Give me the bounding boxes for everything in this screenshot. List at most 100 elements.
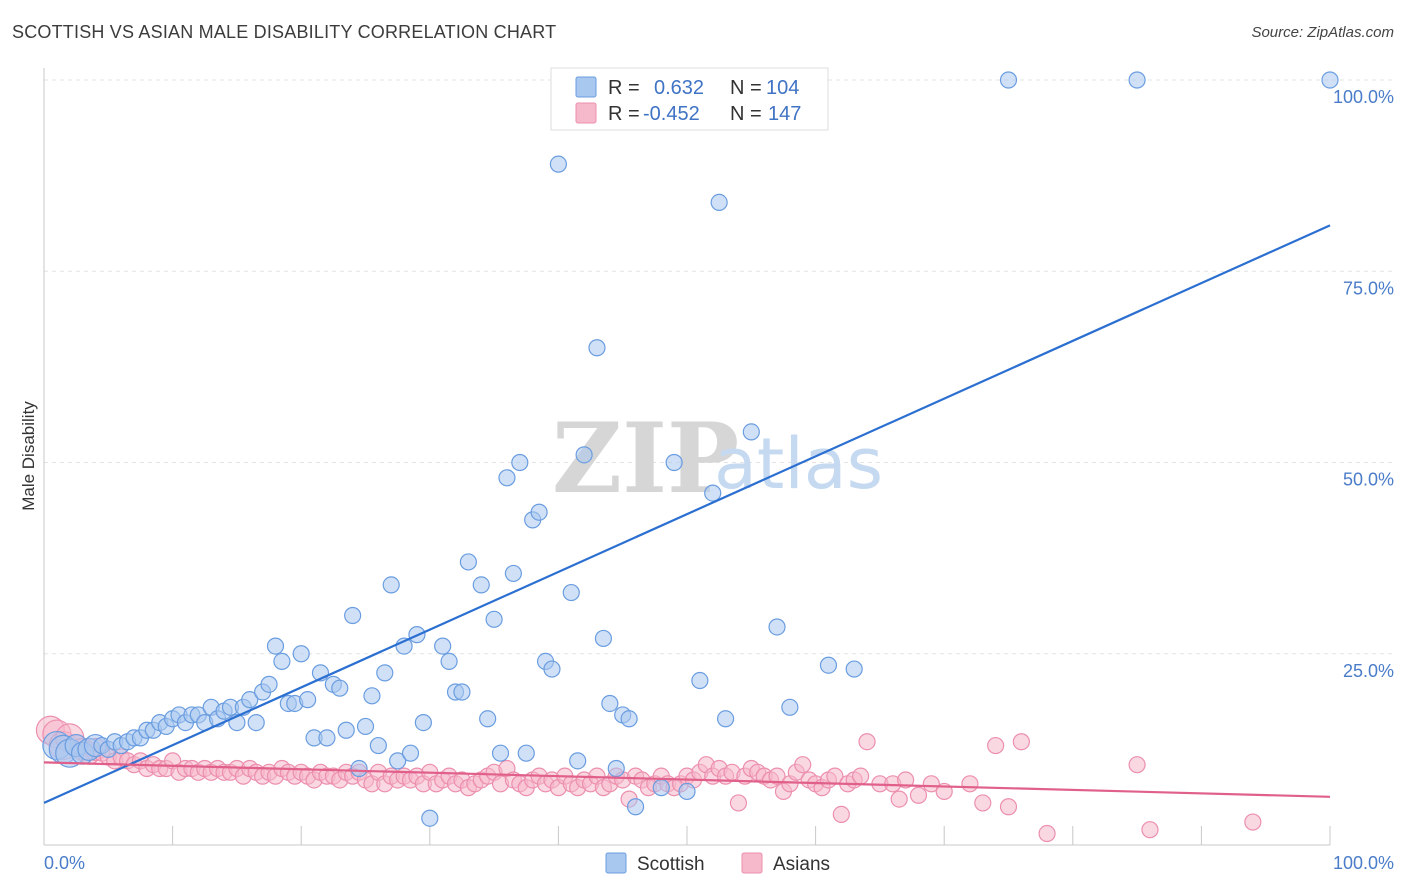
- scottish-point-95: [768, 618, 786, 636]
- scottish-point-42: [318, 729, 336, 747]
- scottish-point-101: [1321, 71, 1339, 89]
- scottish-point-79: [575, 446, 593, 464]
- legend-r-value-1: 0.632: [654, 77, 704, 99]
- trend-lines: [43, 224, 1331, 804]
- asians-point-141: [1128, 756, 1146, 774]
- x-tick-label-max: 100.0%: [1333, 853, 1394, 873]
- legend-r-value-2: -0.452: [643, 103, 700, 125]
- scottish-point-34: [266, 637, 285, 655]
- bottom-legend-swatch-scottish: [605, 852, 627, 874]
- asians-point-142: [1141, 821, 1159, 839]
- scottish-point-70: [511, 453, 529, 472]
- asians-point-113: [768, 767, 786, 785]
- asians-trend-line: [43, 761, 1331, 798]
- y-tick-label-100: 100.0%: [1333, 87, 1394, 107]
- legend-n-value-2: 147: [768, 103, 801, 125]
- asians-point-126: [852, 767, 870, 785]
- scottish-point-91: [704, 484, 722, 502]
- asians-point-138: [999, 798, 1018, 816]
- scottish-point-73: [530, 503, 548, 521]
- scottish-point-49: [363, 687, 381, 705]
- grid-lines: [44, 79, 1394, 655]
- scottish-point-38: [292, 645, 310, 663]
- scottish-point-58: [421, 809, 439, 827]
- scottish-point-93: [716, 710, 735, 728]
- legend-n-value-1: 104: [766, 77, 799, 99]
- scottish-point-66: [485, 610, 503, 628]
- scottish-point-97: [819, 656, 838, 674]
- legend-r-label-2: R =: [608, 103, 640, 125]
- scottish-point-98: [845, 660, 863, 678]
- asians-point-117: [794, 756, 812, 774]
- scottish-point-48: [356, 717, 375, 736]
- scottish-point-62: [453, 683, 471, 701]
- y-tick-label-25: 25.0%: [1343, 661, 1394, 681]
- asians-point-107: [729, 794, 748, 812]
- x-axis-ticks: [43, 826, 1331, 845]
- scottish-point-60: [440, 652, 458, 671]
- y-tick-label-75: 75.0%: [1343, 278, 1394, 298]
- x-tick-label-min: 0.0%: [44, 853, 85, 873]
- legend-r-label-1: R =: [608, 77, 640, 99]
- scottish-point-77: [562, 583, 580, 602]
- scottish-point-55: [401, 744, 420, 762]
- legend-n-label-2: N =: [730, 103, 762, 125]
- asians-point-131: [897, 771, 915, 789]
- scottish-point-75: [543, 660, 561, 678]
- asians-point-132: [909, 786, 928, 804]
- scottish-point-90: [691, 671, 709, 690]
- scottish-point-64: [472, 576, 490, 594]
- legend-swatch-asians: [575, 102, 597, 124]
- scottish-point-80: [588, 339, 606, 357]
- scottish-point-65: [479, 710, 497, 728]
- scottish-point-69: [504, 564, 522, 583]
- y-axis-label: Male Disability: [19, 401, 38, 511]
- scottish-point-52: [382, 576, 400, 594]
- scottish-point-92: [710, 193, 728, 211]
- series-legend: Scottish Asians: [605, 852, 830, 875]
- scottish-point-89: [678, 782, 696, 801]
- scottish-point-44: [331, 679, 349, 697]
- scottish-point-78: [569, 752, 587, 770]
- scottish-point-51: [376, 664, 394, 682]
- scottish-point-39: [299, 691, 317, 709]
- scottish-point-47: [350, 759, 368, 778]
- y-tick-label-50: 50.0%: [1343, 470, 1394, 490]
- scottish-point-86: [626, 798, 645, 816]
- asians-point-143: [1244, 813, 1262, 831]
- asians-point-130: [890, 790, 908, 808]
- scottish-point-100: [1128, 71, 1146, 89]
- scottish-point-85: [620, 710, 638, 728]
- scottish-point-57: [414, 713, 432, 732]
- scottish-point-87: [652, 779, 670, 797]
- scottish-point-96: [781, 698, 799, 716]
- scottish-point-71: [517, 744, 535, 762]
- asians-point-123: [832, 805, 850, 824]
- scottish-trend-line: [43, 224, 1331, 804]
- bottom-legend-scottish: Scottish: [637, 854, 705, 875]
- asians-point-139: [1012, 733, 1030, 751]
- scottish-point-82: [601, 694, 619, 713]
- asians-point-136: [974, 794, 992, 812]
- scottish-point-88: [665, 453, 683, 472]
- scottish-point-35: [273, 652, 291, 671]
- scottish-point-59: [434, 637, 452, 655]
- legend-box: [550, 67, 829, 131]
- y-tick-labels: 100.0% 75.0% 50.0% 25.0%: [1333, 87, 1394, 681]
- asians-point-137: [987, 736, 1005, 755]
- scottish-point-81: [594, 629, 613, 648]
- scottish-point-50: [369, 736, 387, 755]
- scottish-point-45: [337, 721, 355, 739]
- scottish-point-99: [999, 71, 1018, 89]
- scottish-points: [42, 71, 1339, 827]
- scottish-point-53: [389, 752, 407, 770]
- scottish-point-68: [498, 469, 516, 487]
- scottish-point-83: [607, 759, 625, 778]
- legend-n-label-1: N =: [730, 77, 762, 99]
- scottish-point-67: [491, 744, 510, 762]
- chart-source: Source: ZipAtlas.com: [1251, 24, 1394, 41]
- chart-title: SCOTTISH VS ASIAN MALE DISABILITY CORREL…: [12, 22, 557, 42]
- scottish-point-94: [742, 423, 760, 441]
- scottish-point-30: [241, 691, 259, 709]
- scottish-point-33: [260, 675, 278, 693]
